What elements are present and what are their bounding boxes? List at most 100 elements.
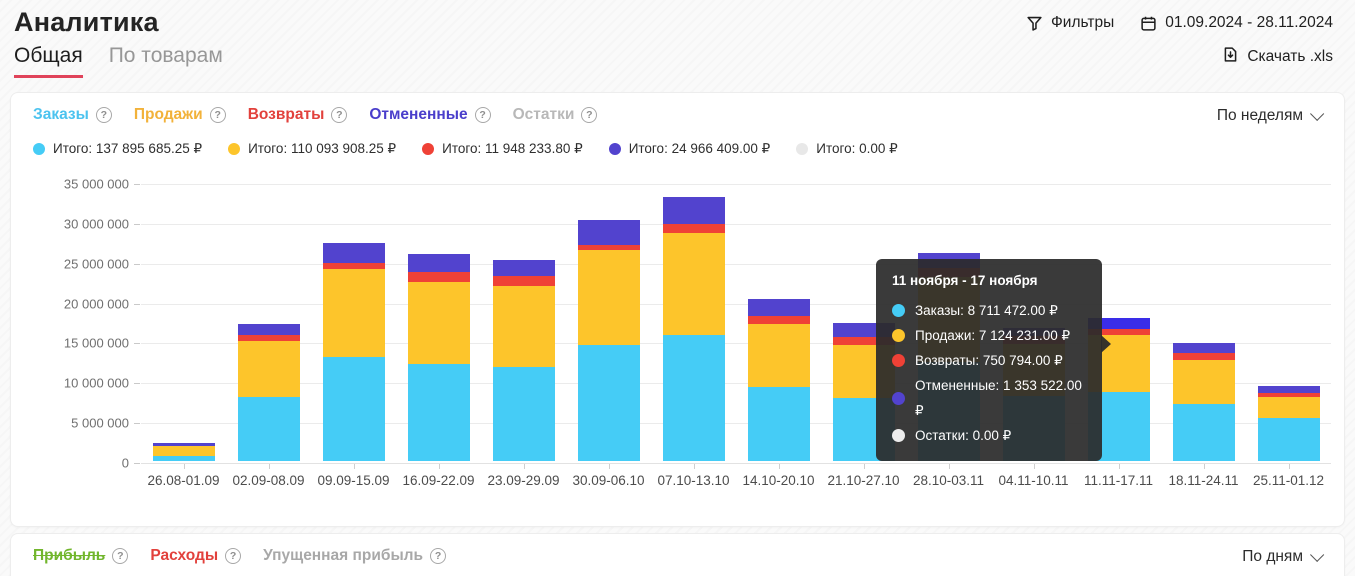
bar-segment-Продажи[interactable] <box>747 324 810 387</box>
bar-segment-Продажи[interactable] <box>152 446 215 457</box>
y-axis-tick <box>134 223 140 225</box>
tab-general[interactable]: Общая <box>14 44 83 78</box>
tooltip-dot-icon <box>892 304 905 317</box>
bar-segment-Возвраты[interactable] <box>1172 353 1235 360</box>
bar-segment-Заказы[interactable] <box>1257 418 1320 461</box>
bar-segment-Возвраты[interactable] <box>832 337 895 345</box>
bar-25.11-01.12[interactable] <box>1257 386 1320 461</box>
bar-segment-Отмененные[interactable] <box>237 324 300 335</box>
bar-segment-Продажи[interactable] <box>1172 359 1235 405</box>
help-question-icon[interactable]: ? <box>112 548 129 564</box>
download-label: Скачать .xls <box>1247 48 1333 65</box>
bar-segment-Заказы[interactable] <box>237 397 300 461</box>
download-file-icon <box>1222 46 1239 68</box>
tab-by-products[interactable]: По товарам <box>108 44 223 67</box>
filters-button[interactable]: Фильтры <box>1026 14 1114 32</box>
tooltip-dot-icon <box>892 429 905 442</box>
tooltip-dot-icon <box>892 329 905 342</box>
bar-segment-Продажи[interactable] <box>662 233 725 336</box>
bar-segment-Возвраты[interactable] <box>407 272 470 283</box>
bar-segment-Продажи[interactable] <box>237 341 300 398</box>
series-toggle-label: Заказы <box>33 106 89 123</box>
bar-segment-Продажи[interactable] <box>322 268 385 357</box>
x-axis-tick <box>1033 464 1035 469</box>
bar-segment-Возвраты[interactable] <box>322 263 385 269</box>
bar-segment-Отмененные[interactable] <box>1172 343 1235 354</box>
bar-segment-Возвраты[interactable] <box>152 445 215 447</box>
series-toggle[interactable]: Прибыль? <box>33 547 129 565</box>
total-legend-label: Итого: 24 966 409.00 ₽ <box>628 141 771 156</box>
bar-segment-Заказы[interactable] <box>407 363 470 461</box>
gridline <box>141 184 1331 185</box>
bar-segment-Возвраты[interactable] <box>577 244 640 251</box>
bar-segment-Заказы[interactable] <box>662 335 725 461</box>
bar-14.10-20.10[interactable] <box>747 299 810 461</box>
stacked-bar-chart: 0 5 000 000 10 000 000 15 000 000 20 000 000… <box>11 93 1344 526</box>
profit-toggle-bar: Прибыль? Расходы? Упущенная прибыль? <box>33 547 447 565</box>
help-question-icon[interactable]: ? <box>95 107 112 123</box>
total-legend-label: Итого: 110 093 908.25 ₽ <box>248 141 397 156</box>
date-range-picker[interactable]: 01.09.2024 - 28.11.2024 <box>1140 14 1333 32</box>
series-toggle[interactable]: Расходы? <box>150 547 242 565</box>
series-toggle[interactable]: Остатки? <box>513 106 598 124</box>
help-question-icon[interactable]: ? <box>209 107 226 123</box>
bar-segment-Отмененные[interactable] <box>322 243 385 264</box>
tooltip-row: Остатки: 0.00 ₽ <box>892 423 1086 448</box>
bar-segment-Отмененные[interactable] <box>1257 386 1320 394</box>
help-question-icon[interactable]: ? <box>474 107 491 123</box>
series-toggle[interactable]: Продажи? <box>134 106 226 124</box>
bar-23.09-29.09[interactable] <box>492 260 555 461</box>
bar-16.09-22.09[interactable] <box>407 253 470 461</box>
bar-30.09-06.10[interactable] <box>577 220 640 461</box>
bar-09.09-15.09[interactable] <box>322 243 385 461</box>
help-question-icon[interactable]: ? <box>581 107 598 123</box>
bar-segment-Отмененные[interactable] <box>662 197 725 224</box>
bar-segment-Заказы[interactable] <box>577 345 640 461</box>
y-axis-tick <box>134 184 140 185</box>
download-xls-button[interactable]: Скачать .xls <box>1222 46 1333 68</box>
bar-segment-Возвраты[interactable] <box>747 315 810 325</box>
bar-segment-Заказы[interactable] <box>152 456 215 461</box>
bar-segment-Продажи[interactable] <box>1257 396 1320 419</box>
y-axis-tick-label: 0 <box>121 455 129 471</box>
bar-segment-Отмененные[interactable] <box>492 260 555 277</box>
tooltip-row-label: Отмененные: 1 353 522.00 ₽ <box>915 378 1082 418</box>
bar-segment-Продажи[interactable] <box>492 285 555 367</box>
bar-segment-Возвраты[interactable] <box>492 276 555 286</box>
help-question-icon[interactable]: ? <box>225 548 242 564</box>
y-axis-tick-label: 35 000 000 <box>63 176 129 192</box>
bar-segment-Возвраты[interactable] <box>1087 328 1150 335</box>
bar-segment-Отмененные[interactable] <box>152 442 215 446</box>
bar-segment-Заказы[interactable] <box>322 356 385 461</box>
bar-07.10-13.10[interactable] <box>662 197 725 461</box>
total-legend-item: Итого: 11 948 233.80 ₽ <box>422 141 583 157</box>
bar-segment-Отмененные[interactable] <box>407 253 470 273</box>
bar-02.09-08.09[interactable] <box>237 324 300 461</box>
bar-segment-Продажи[interactable] <box>407 282 470 364</box>
period-select-weeks[interactable]: По неделям <box>1217 106 1325 125</box>
bar-segment-Отмененные[interactable] <box>747 299 810 316</box>
series-toggle[interactable]: Отмененные? <box>369 106 491 124</box>
period-select-days[interactable]: По дням <box>1242 547 1325 566</box>
bar-segment-Возвраты[interactable] <box>662 223 725 234</box>
series-toggle[interactable]: Заказы? <box>33 106 112 124</box>
series-toggle[interactable]: Упущенная прибыль? <box>263 547 447 565</box>
bar-segment-Заказы[interactable] <box>1172 404 1235 461</box>
tooltip-row-label: Продажи: 7 124 231.00 ₽ <box>915 328 1071 343</box>
bar-segment-Продажи[interactable] <box>577 250 640 346</box>
bar-segment-Возвраты[interactable] <box>237 334 300 342</box>
bar-segment-Возвраты[interactable] <box>1257 393 1320 397</box>
total-legend-item: Итого: 0.00 ₽ <box>796 141 898 157</box>
help-question-icon[interactable]: ? <box>430 548 447 564</box>
bar-segment-Заказы[interactable] <box>492 366 555 461</box>
calendar-icon <box>1140 15 1157 32</box>
bar-26.08-01.09[interactable] <box>152 442 215 461</box>
help-question-icon[interactable]: ? <box>331 107 348 123</box>
tooltip-rows: Заказы: 8 711 472.00 ₽ Продажи: 7 124 231… <box>892 298 1086 448</box>
x-axis-tick-label: 28.10-03.11 <box>912 473 985 488</box>
bar-18.11-24.11[interactable] <box>1172 343 1235 461</box>
bar-segment-Отмененные[interactable] <box>577 220 640 245</box>
series-toggle[interactable]: Возвраты? <box>248 106 348 124</box>
bar-segment-Заказы[interactable] <box>747 386 810 461</box>
bar-segment-Отмененные[interactable] <box>1087 318 1150 329</box>
